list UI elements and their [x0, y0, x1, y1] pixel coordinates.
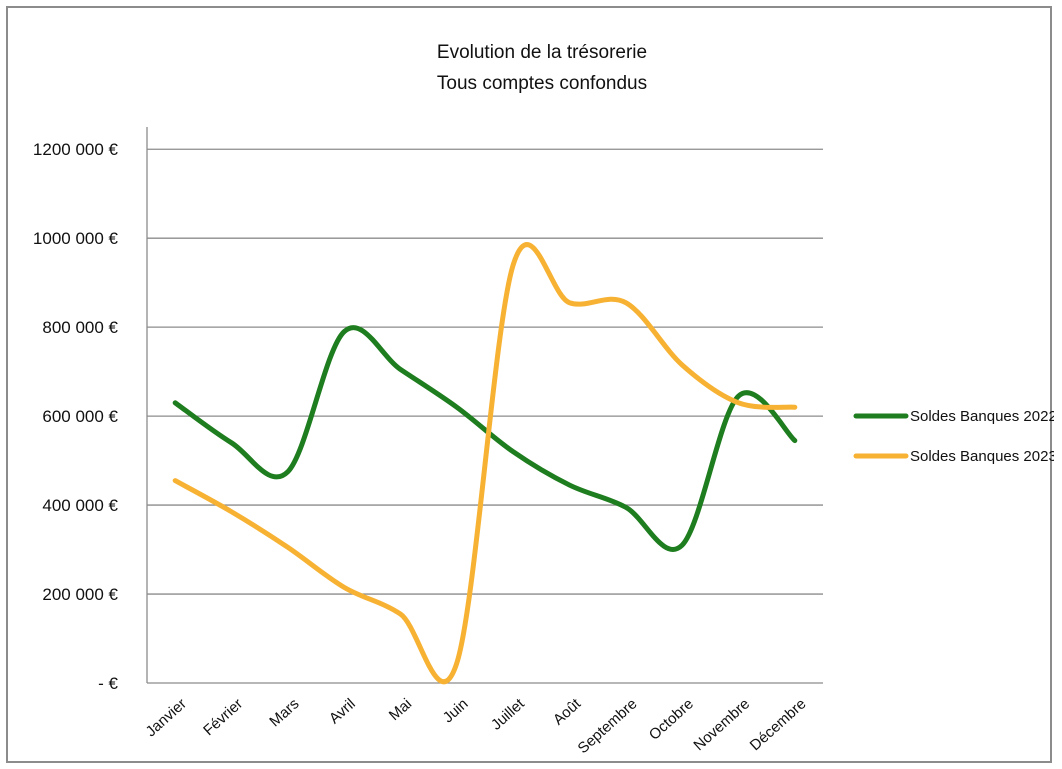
x-tick-label: Octobre	[646, 695, 697, 743]
chart-frame: Evolution de la trésorerie Tous comptes …	[6, 6, 1054, 763]
x-axis-tick-labels: Janvier Février Mars Avril Mai Juin Juillet Aoû…	[143, 695, 810, 757]
legend-label: Soldes Banques 2022	[910, 408, 1054, 425]
legend: Soldes Banques 2022 Soldes Banques 2023	[853, 408, 1054, 465]
x-tick-label: Septembre	[575, 695, 641, 757]
chart-subtitle: Tous comptes confondus	[437, 73, 647, 94]
axes	[146, 127, 823, 684]
legend-label: Soldes Banques 2023	[910, 448, 1054, 465]
x-tick-label: Août	[550, 695, 585, 729]
x-tick-label: Novembre	[690, 695, 753, 754]
y-tick-label: 400 000 €	[42, 496, 118, 515]
x-tick-label: Décembre	[747, 695, 810, 754]
x-tick-label: Mars	[266, 695, 302, 730]
y-tick-label: 200 000 €	[42, 585, 118, 604]
series-line-2023	[172, 242, 798, 685]
x-tick-label: Juillet	[488, 695, 528, 734]
x-tick-label: Juin	[440, 695, 472, 726]
y-tick-label: 600 000 €	[42, 407, 118, 426]
x-tick-label: Avril	[326, 695, 359, 727]
gridlines	[147, 148, 823, 595]
x-tick-label: Janvier	[143, 695, 190, 740]
y-tick-label: 800 000 €	[42, 318, 118, 337]
y-axis-tick-labels: - € 200 000 € 400 000 € 600 000 € 800 000 € 1…	[33, 140, 119, 693]
y-tick-label: 1000 000 €	[33, 229, 119, 248]
y-tick-label: 1200 000 €	[33, 140, 119, 159]
series-line-2022	[172, 325, 798, 552]
x-tick-label: Mai	[386, 695, 415, 724]
series-lines	[172, 242, 798, 685]
x-tick-label: Février	[200, 695, 246, 739]
line-chart: Evolution de la trésorerie Tous comptes …	[33, 42, 1054, 757]
chart-title: Evolution de la trésorerie	[437, 42, 647, 63]
y-tick-label: - €	[98, 674, 118, 693]
